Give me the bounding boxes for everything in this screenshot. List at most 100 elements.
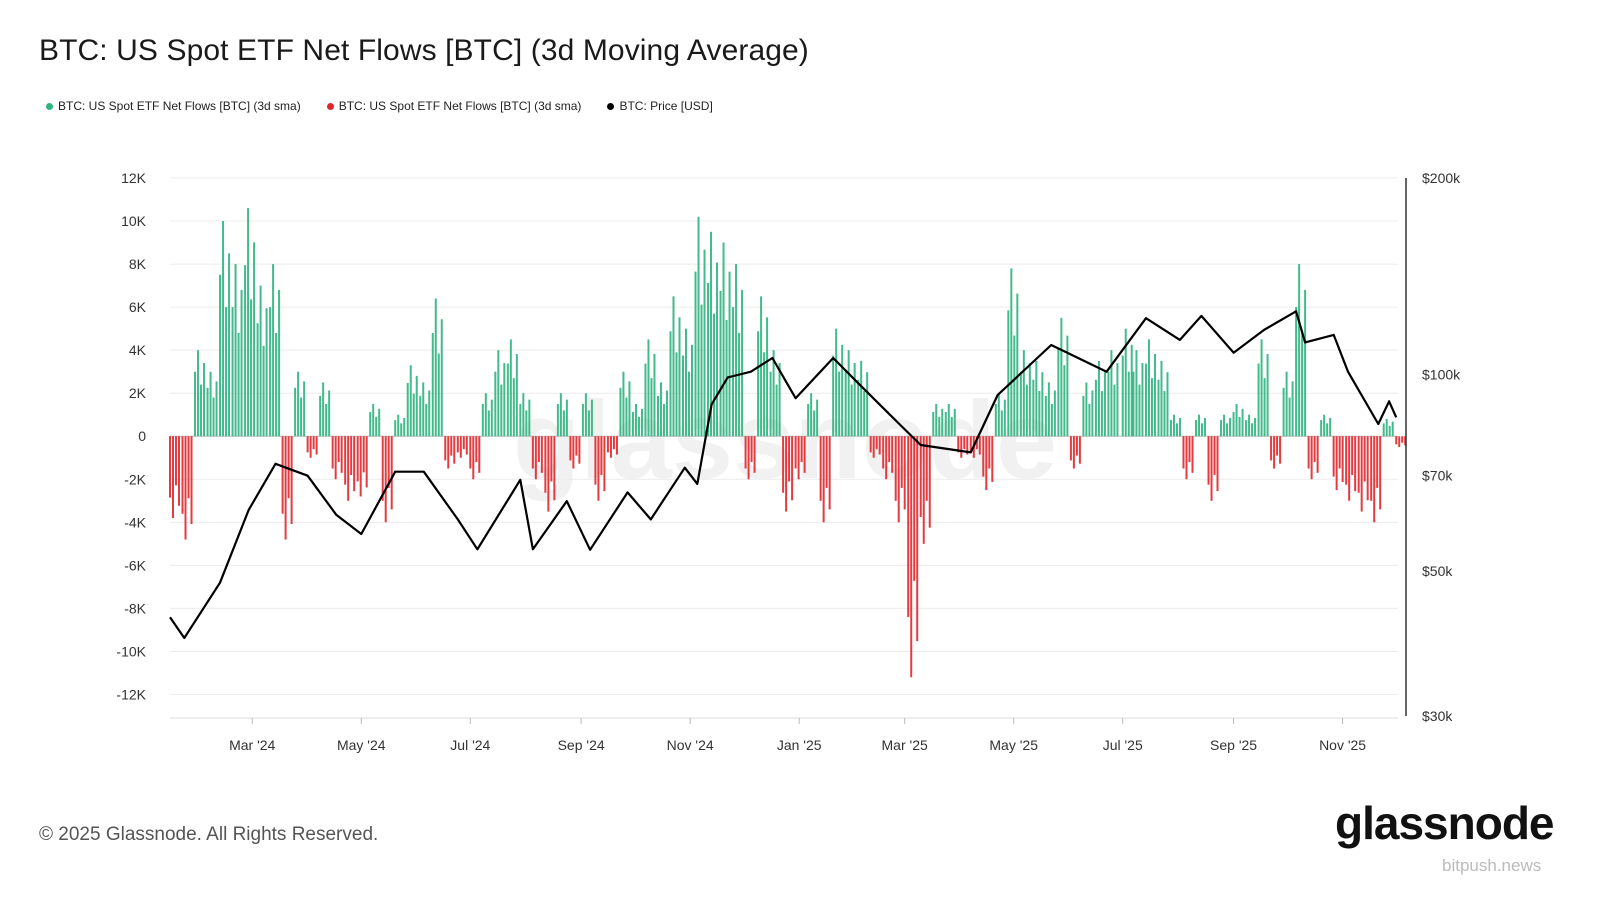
inflow-bar	[813, 410, 816, 437]
inflow-bar	[678, 317, 681, 437]
inflow-bar	[437, 353, 440, 437]
inflow-bar	[835, 328, 838, 437]
inflow-bar	[863, 391, 866, 437]
legend-dot-green	[46, 102, 53, 110]
inflow-bar	[419, 395, 422, 437]
inflow-bar	[1100, 391, 1103, 437]
inflow-bar	[494, 371, 497, 437]
inflow-bar	[857, 379, 860, 437]
outflow-bar	[387, 436, 390, 488]
inflow-bar	[1226, 423, 1229, 437]
outflow-bar	[869, 436, 872, 453]
inflow-bar	[512, 378, 515, 437]
inflow-bar	[222, 221, 225, 437]
outflow-bar	[975, 436, 978, 450]
outflow-bar	[340, 436, 343, 473]
inflow-bar	[565, 399, 568, 437]
outflow-bar	[1398, 436, 1401, 447]
inflow-bar	[581, 403, 584, 437]
inflow-bar	[688, 371, 691, 437]
inflow-bar	[637, 416, 640, 437]
legend-item-outflows[interactable]: BTC: US Spot ETF Net Flows [BTC] (3d sma…	[326, 99, 582, 113]
inflow-bar	[490, 399, 493, 437]
inflow-bar	[1382, 423, 1385, 437]
outflow-bar	[1069, 436, 1072, 461]
inflow-bar	[247, 208, 250, 437]
inflow-bar	[484, 393, 487, 437]
inflow-bar	[1166, 372, 1169, 437]
inflow-bar	[682, 355, 685, 437]
outflow-bar	[1075, 436, 1078, 456]
inflow-bar	[1044, 395, 1047, 437]
inflow-bar	[1050, 403, 1053, 437]
inflow-bar	[1172, 414, 1175, 437]
inflow-bar	[832, 355, 835, 437]
x-tick-label: Sep '25	[1210, 737, 1257, 753]
inflow-bar	[944, 412, 947, 437]
legend-dot-black	[607, 102, 615, 110]
outflow-bar	[907, 436, 910, 618]
outflow-bar	[569, 436, 572, 461]
outflow-bar	[1370, 436, 1373, 501]
outflow-bar	[916, 436, 919, 642]
legend: BTC: US Spot ETF Net Flows [BTC] (3d sma…	[46, 99, 713, 113]
outflow-bar	[963, 436, 966, 450]
inflow-bar	[662, 403, 665, 437]
inflow-bar	[847, 350, 850, 437]
outflow-bar	[531, 436, 534, 469]
outflow-bar	[334, 436, 337, 480]
inflow-bar	[844, 371, 847, 437]
inflow-bar	[672, 296, 675, 437]
right-tick-label: $200k	[1422, 170, 1461, 186]
outflow-bar	[365, 436, 368, 488]
outflow-bar	[456, 436, 459, 453]
outflow-bar	[957, 436, 960, 453]
inflow-bar	[1147, 339, 1150, 437]
inflow-bar	[406, 382, 409, 437]
x-tick-label: Jul '24	[450, 737, 490, 753]
inflow-bar	[231, 307, 234, 437]
left-tick-label: -6K	[124, 557, 146, 573]
price-line	[169, 310, 1398, 640]
outflow-bar	[540, 436, 543, 473]
inflow-bar	[1257, 363, 1260, 437]
legend-item-inflows[interactable]: BTC: US Spot ETF Net Flows [BTC] (3d sma…	[46, 99, 301, 113]
outflow-bar	[872, 436, 875, 458]
inflow-bar	[378, 408, 381, 437]
x-tick-label: Jul '25	[1103, 737, 1143, 753]
inflow-bar	[1388, 425, 1391, 437]
inflow-bar	[1326, 423, 1329, 437]
inflow-bar	[1132, 371, 1135, 437]
inflow-bar	[1285, 371, 1288, 437]
outflow-bar	[878, 436, 881, 455]
inflow-bar	[1028, 363, 1031, 437]
outflow-bar	[1279, 436, 1282, 464]
outflow-bar	[750, 436, 753, 463]
inflow-bar	[1041, 372, 1044, 437]
inflow-bar	[244, 265, 247, 437]
inflow-bar	[1094, 379, 1097, 437]
outflow-bar	[1338, 436, 1341, 469]
inflow-bar	[1150, 378, 1153, 437]
inflow-bar	[1103, 372, 1106, 437]
inflow-bar	[722, 242, 725, 437]
outflow-bar	[978, 436, 981, 455]
outflow-bar	[597, 436, 600, 501]
outflow-bar	[1379, 436, 1382, 510]
inflow-bar	[515, 353, 518, 437]
inflow-bar	[669, 331, 672, 437]
legend-label: BTC: US Spot ETF Net Flows [BTC] (3d sma…	[338, 99, 582, 113]
inflow-bar	[997, 393, 1000, 437]
inflow-bar	[422, 382, 425, 437]
outflow-bar	[469, 436, 472, 469]
left-tick-label: 4K	[129, 342, 147, 358]
inflow-bar	[559, 393, 562, 437]
inflow-bar	[431, 332, 434, 437]
legend-label: BTC: Price [USD]	[619, 99, 713, 113]
outflow-bar	[290, 436, 293, 525]
legend-item-price[interactable]: BTC: Price [USD]	[607, 99, 713, 113]
outflow-bar	[1273, 436, 1276, 469]
inflow-bar	[1288, 397, 1291, 437]
inflow-bar	[772, 350, 775, 437]
outflow-bar	[903, 436, 906, 510]
